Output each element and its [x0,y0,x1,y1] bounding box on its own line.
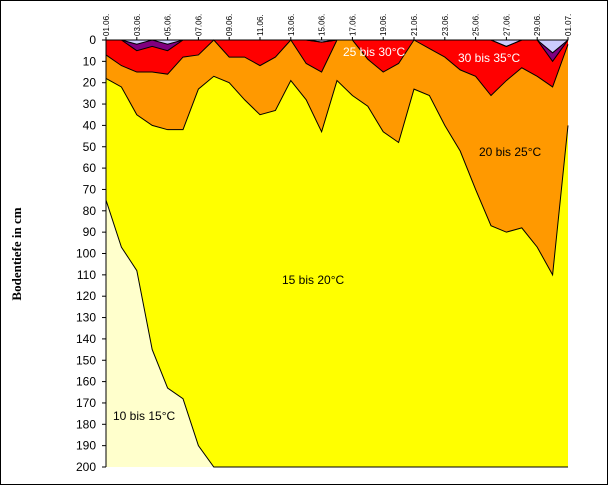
y-tick-label: 10 [83,54,97,68]
band-boundary-4 [105,75,569,277]
y-tick-label: 60 [83,161,97,175]
y-tick-label: 0 [89,33,96,47]
band-labels: 30 bis 35°C 25 bis 30°C 20 bis 25°C 15 b… [113,45,542,423]
band-label-30-35: 30 bis 35°C [458,51,521,65]
x-tick-label: 19.06. [379,14,388,36]
y-tick-label: 160 [76,375,96,389]
x-tick-label: 21.06. [410,14,419,36]
x-tick-label: 29.06. [533,14,542,36]
x-tick-label: 13.06. [287,14,296,36]
x-tick-label: 01.07. [564,14,573,36]
y-tick-label: 40 [83,118,97,132]
y-tick-label: 140 [76,332,96,346]
x-tick-label: 01.06. [102,14,111,36]
y-tick-label: 70 [83,182,97,196]
x-axis-dates: 01.06. 03.06. 05.06. 07.06. 09.06. 11.06. 13.0… [102,14,573,41]
x-tick-label: 25.06. [472,14,481,36]
y-tick-label: 130 [76,311,96,325]
y-axis: 0 10 20 30 40 50 60 70 80 90 100 110 120 130 140 150 160… [76,33,107,474]
x-tick-label: 23.06. [441,14,450,36]
x-tick-label: 05.06. [164,14,173,36]
y-tick-label: 120 [76,289,96,303]
x-tick-label: 09.06. [225,14,234,36]
y-tick-label: 190 [76,439,96,453]
y-tick-label: 170 [76,396,96,410]
y-axis-title: Bodentiefe in cm [9,207,24,300]
x-tick-label: 03.06. [133,14,142,36]
x-tick-label: 11.06. [256,14,265,36]
x-tick-label: 17.06. [348,14,357,36]
x-tick-label: 27.06. [502,14,511,36]
y-tick-label: 100 [76,247,96,261]
y-tick-label: 20 [83,76,97,90]
y-tick-label: 110 [77,268,96,282]
y-tick-label: 80 [83,204,97,218]
band-label-20-25: 20 bis 25°C [479,145,542,159]
band-boundary-5 [105,199,568,468]
x-tick-label: 07.06. [194,14,203,36]
y-tick-label: 50 [83,140,97,154]
y-tick-label: 90 [83,225,97,239]
y-tick-label: 180 [76,417,96,431]
y-tick-label: 200 [76,460,96,474]
y-tick-label: 30 [83,97,97,111]
y-tick-label: 150 [76,353,96,367]
x-tick-label: 15.06. [318,14,327,36]
band-label-10-15: 10 bis 15°C [113,409,176,423]
band-label-15-20: 15 bis 20°C [282,273,345,287]
band-areas [105,39,569,468]
band-area-5 [106,200,568,467]
band-label-25-30: 25 bis 30°C [343,45,406,59]
band-area-4 [106,76,568,468]
